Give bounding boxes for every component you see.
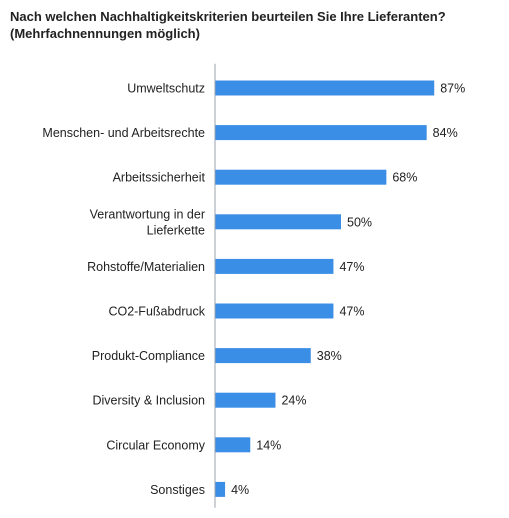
category-label: Menschen- und Arbeitsrechte [42, 126, 205, 140]
value-label: 50% [347, 215, 372, 229]
value-label: 68% [392, 171, 417, 185]
value-label: 47% [339, 305, 364, 319]
bar [215, 258, 334, 274]
category-label: Circular Economy [106, 438, 205, 452]
category-label: Arbeitssicherheit [113, 171, 206, 185]
bar [215, 169, 387, 185]
bar [215, 125, 427, 141]
chart-title-line-1: Nach welchen Nachhaltigkeitskriterien be… [10, 9, 446, 24]
category-label: Umweltschutz [127, 82, 205, 96]
value-label: 47% [339, 260, 364, 274]
bar [215, 214, 341, 230]
chart-title: Nach welchen Nachhaltigkeitskriterien be… [10, 8, 502, 42]
category-label: Verantwortung in der Lieferkette [90, 207, 205, 237]
category-label: Rohstoffe/Materialien [87, 260, 205, 274]
value-label: 84% [433, 126, 458, 140]
chart-title-line-2: (Mehrfachnennungen möglich) [10, 26, 200, 41]
value-label: 87% [440, 82, 465, 96]
category-label: Produkt-Compliance [92, 349, 205, 363]
bar [215, 392, 276, 408]
value-label: 14% [256, 438, 281, 452]
bar [215, 303, 334, 319]
bar [215, 437, 251, 453]
bar [215, 348, 311, 364]
bar [215, 80, 435, 96]
value-label: 24% [281, 394, 306, 408]
category-label: Diversity & Inclusion [92, 394, 205, 408]
value-label: 4% [231, 483, 249, 497]
value-label: 38% [317, 349, 342, 363]
bar [215, 481, 226, 497]
category-label: Sonstiges [150, 483, 205, 497]
category-label: CO2-Fußabdruck [108, 305, 205, 319]
